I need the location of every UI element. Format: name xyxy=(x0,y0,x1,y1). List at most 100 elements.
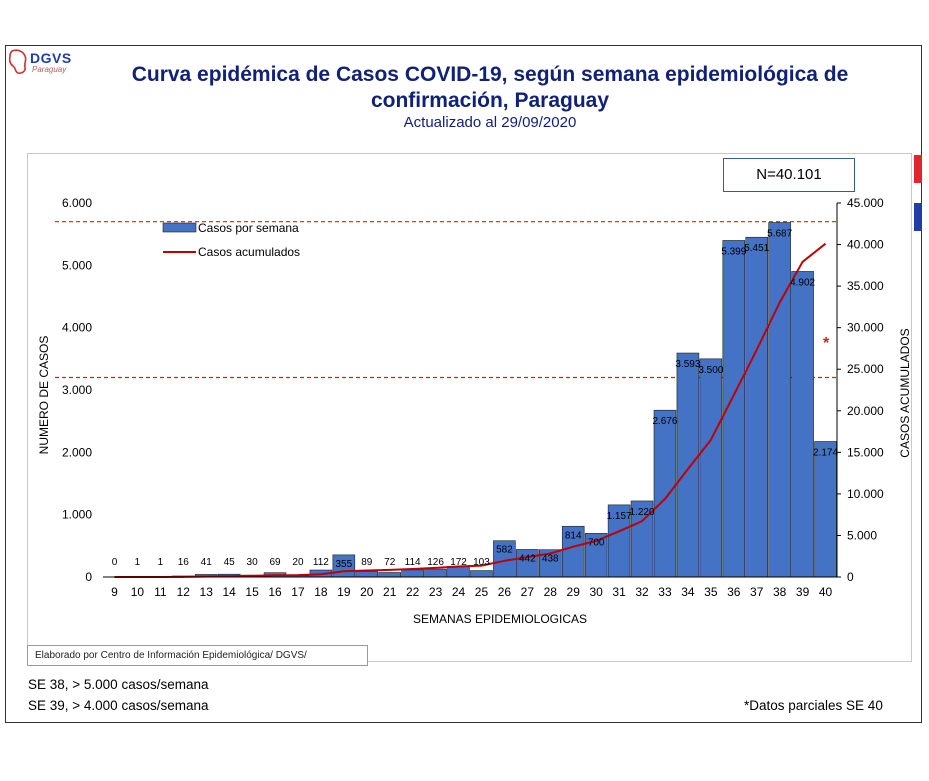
x-tick-31: 31 xyxy=(612,585,626,599)
bar-label-se-22: 114 xyxy=(405,557,421,568)
bar-label-se-10: 1 xyxy=(135,557,141,568)
x-tick-9: 9 xyxy=(111,585,118,599)
y-tick-3: 3.000 xyxy=(62,383,92,397)
x-tick-12: 12 xyxy=(177,585,191,599)
x-tick-14: 14 xyxy=(222,585,236,599)
bar-label-se-9: 0 xyxy=(112,557,118,568)
y2-tick-5: 25.000 xyxy=(847,362,884,376)
x-tick-35: 35 xyxy=(704,585,718,599)
x-tick-26: 26 xyxy=(498,585,512,599)
x-tick-29: 29 xyxy=(567,585,581,599)
x-tick-25: 25 xyxy=(475,585,489,599)
y2-tick-7: 35.000 xyxy=(847,279,884,293)
bar-label-se-38: 5.687 xyxy=(767,229,792,240)
total-cases-box: N=40.101 xyxy=(723,158,855,192)
bar-label-se-33: 2.676 xyxy=(652,416,677,427)
bar-label-se-17: 20 xyxy=(292,557,304,568)
legend-label-bars: Casos por semana xyxy=(198,221,299,235)
x-tick-17: 17 xyxy=(291,585,305,599)
bar-se-23 xyxy=(424,568,447,578)
x-tick-33: 33 xyxy=(658,585,672,599)
bar-se-22 xyxy=(401,569,424,578)
y2-tick-1: 5.000 xyxy=(847,528,877,542)
logo-subtext: Paraguay xyxy=(32,65,67,74)
bar-se-33 xyxy=(653,409,677,578)
partial-data-marker: * xyxy=(823,335,830,352)
x-tick-24: 24 xyxy=(452,585,466,599)
bar-se-20 xyxy=(355,571,379,578)
map-icon xyxy=(8,49,27,74)
y-tick-5: 5.000 xyxy=(62,258,92,272)
bar-label-se-37: 5.451 xyxy=(744,243,769,254)
y-tick-1: 1.000 xyxy=(62,508,92,522)
bar-se-35 xyxy=(699,358,723,578)
bar-label-se-32: 1.220 xyxy=(630,507,655,518)
x-tick-34: 34 xyxy=(681,585,695,599)
bar-se-38 xyxy=(768,222,791,578)
x-tick-27: 27 xyxy=(521,585,535,599)
x-tick-38: 38 xyxy=(773,585,787,599)
y2-tick-2: 10.000 xyxy=(847,487,884,501)
bar-label-se-35: 3.500 xyxy=(698,365,723,376)
cumulative-line xyxy=(114,242,827,578)
bar-label-se-34: 3.593 xyxy=(675,359,700,370)
bar-se-37 xyxy=(745,236,768,578)
title-line-1: Curva epidémica de Casos COVID-19, según… xyxy=(131,63,849,86)
bar-se-39 xyxy=(791,271,814,578)
chart-title: Curva epidémica de Casos COVID-19, según… xyxy=(60,62,920,114)
bar-se-40 xyxy=(814,441,837,578)
bar-label-se-27: 442 xyxy=(519,553,536,564)
bar-label-se-15: 30 xyxy=(247,557,259,568)
bar-label-se-36: 5.399 xyxy=(721,246,746,257)
bar-label-se-40: 2.174 xyxy=(813,447,838,458)
x-tick-15: 15 xyxy=(245,585,259,599)
bar-label-se-31: 1.157 xyxy=(607,511,632,522)
bar-label-se-24: 172 xyxy=(450,557,467,568)
bar-label-se-28: 438 xyxy=(542,554,559,565)
x-tick-36: 36 xyxy=(727,585,741,599)
flag-red-stripe xyxy=(914,155,922,183)
bar-label-se-18: 112 xyxy=(313,557,329,568)
y-tick-4: 4.000 xyxy=(62,321,92,335)
x-tick-32: 32 xyxy=(635,585,649,599)
x-tick-10: 10 xyxy=(131,585,145,599)
y2-tick-6: 30.000 xyxy=(847,321,884,335)
bar-label-se-11: 1 xyxy=(158,557,164,568)
bar-label-se-23: 126 xyxy=(427,557,444,568)
x-tick-16: 16 xyxy=(268,585,282,599)
y2-tick-9: 45.000 xyxy=(847,196,884,210)
x-tick-39: 39 xyxy=(796,585,810,599)
bar-label-se-29: 814 xyxy=(565,530,582,541)
bar-label-se-14: 45 xyxy=(224,557,236,568)
legend-label-line: Casos acumulados xyxy=(198,245,300,259)
flag-blue-stripe xyxy=(914,203,922,231)
y-tick-6: 6.000 xyxy=(62,196,92,210)
x-tick-18: 18 xyxy=(314,585,328,599)
bar-label-se-30: 700 xyxy=(588,537,605,548)
x-tick-11: 11 xyxy=(154,585,167,599)
x-tick-20: 20 xyxy=(360,585,374,599)
bar-label-se-16: 69 xyxy=(269,557,281,568)
x-tick-23: 23 xyxy=(429,585,443,599)
x-tick-30: 30 xyxy=(589,585,603,599)
x-tick-13: 13 xyxy=(200,585,214,599)
y2-tick-4: 20.000 xyxy=(847,404,884,418)
x-tick-40: 40 xyxy=(819,585,833,599)
bar-label-se-20: 89 xyxy=(361,557,373,568)
y2-axis-label: CASOS ACUMULADOS xyxy=(898,328,912,457)
plot-area xyxy=(27,153,912,662)
note-se39: SE 39, > 4.000 casos/semana xyxy=(28,698,209,713)
y2-tick-3: 15.000 xyxy=(847,445,884,459)
bar-se-25 xyxy=(470,570,493,578)
y-tick-0: 0 xyxy=(85,570,92,584)
bar-se-21 xyxy=(378,572,401,578)
x-axis-label: SEMANAS EPIDEMIOLOGICAS xyxy=(413,612,587,626)
title-line-2: confirmación, Paraguay xyxy=(370,89,610,112)
bar-label-se-25: 103 xyxy=(473,557,490,568)
update-date: Actualizado al 29/09/2020 xyxy=(403,114,577,131)
y2-tick-0: 0 xyxy=(847,570,854,584)
bar-label-se-21: 72 xyxy=(384,557,396,568)
bar-label-se-39: 4.902 xyxy=(790,277,815,288)
x-tick-19: 19 xyxy=(337,585,351,599)
